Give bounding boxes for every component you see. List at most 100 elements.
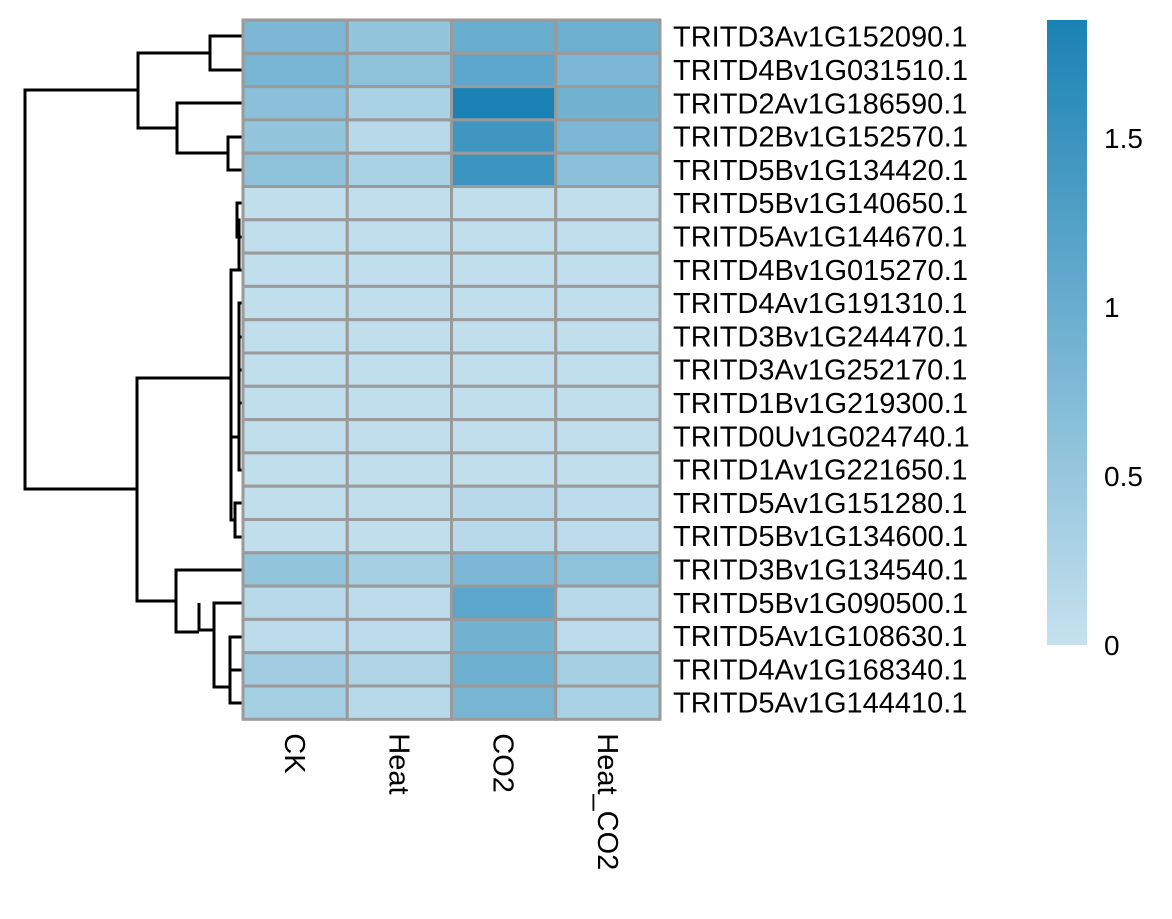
heatmap-cell <box>554 18 662 55</box>
heatmap-cell <box>450 451 558 488</box>
heatmap-cell <box>554 351 662 388</box>
heatmap-cell <box>241 384 349 422</box>
heatmap-cell <box>450 151 558 188</box>
heatmap-cells <box>241 18 662 721</box>
heatmap-cell <box>345 18 453 55</box>
row-label: TRITD3Av1G252170.1 <box>673 355 967 387</box>
row-label: TRITD4Bv1G031510.1 <box>673 55 968 87</box>
heatmap-cell <box>241 218 349 255</box>
row-label: TRITD5Av1G144410.1 <box>673 688 967 720</box>
heatmap-cell <box>241 85 349 122</box>
row-label: TRITD3Av1G152090.1 <box>673 22 967 54</box>
heatmap-cell <box>554 85 662 122</box>
heatmap-cell <box>554 484 662 522</box>
heatmap-cell <box>554 684 662 721</box>
heatmap-cell <box>345 384 453 422</box>
heatmap-cell <box>241 118 349 155</box>
heatmap-cell <box>345 418 453 455</box>
column-label: CK <box>278 733 310 774</box>
heatmap-cell <box>345 451 453 488</box>
heatmap-cell <box>554 651 662 688</box>
heatmap-cell <box>345 484 453 522</box>
heatmap-cell <box>450 251 558 288</box>
row-labels: TRITD3Av1G152090.1TRITD4Bv1G031510.1TRIT… <box>673 22 970 720</box>
dendro-link <box>136 51 210 130</box>
legend-tick-label: 1 <box>1104 292 1120 323</box>
heatmap-cell <box>345 218 453 255</box>
heatmap-cell <box>345 551 453 588</box>
heatmap-cell <box>241 51 349 89</box>
heatmap-cell <box>450 85 558 122</box>
heatmap-cell <box>241 451 349 488</box>
heatmap-cell <box>554 384 662 422</box>
row-label: TRITD4Bv1G015270.1 <box>673 255 968 287</box>
legend-tick-label: 0.5 <box>1104 461 1143 492</box>
heatmap-cell <box>241 551 349 588</box>
heatmap-cell <box>450 584 558 621</box>
legend-tick-label: 1.5 <box>1104 123 1143 154</box>
dendro-link <box>237 218 243 272</box>
heatmap-cell <box>450 384 558 422</box>
heatmap-cell <box>554 617 662 655</box>
dendro-link <box>228 670 243 705</box>
dendro-link <box>229 353 235 522</box>
heatmap-cell <box>345 151 453 188</box>
legend-tick-label: 0 <box>1104 630 1120 661</box>
heatmap-cell <box>554 218 662 255</box>
row-label: TRITD5Bv1G134420.1 <box>673 155 968 187</box>
heatmap-cell <box>554 418 662 455</box>
heatmap-cell <box>554 584 662 621</box>
heatmap-cell <box>241 584 349 621</box>
dendro-link <box>228 635 243 672</box>
row-label: TRITD5Av1G151280.1 <box>673 488 967 520</box>
heatmap-cell <box>450 518 558 555</box>
heatmap-cell <box>345 651 453 688</box>
heatmap-cell <box>450 51 558 89</box>
heatmap-cell <box>241 651 349 688</box>
heatmap-cell <box>345 617 453 655</box>
dendro-link <box>23 88 138 491</box>
heatmap-cell <box>450 318 558 355</box>
column-label: Heat_CO2 <box>591 733 623 870</box>
dendro-link <box>226 135 243 172</box>
heatmap-cell <box>345 118 453 155</box>
heatmap-cell <box>450 18 558 55</box>
row-label: TRITD5Av1G108630.1 <box>673 621 967 653</box>
row-label: TRITD5Bv1G090500.1 <box>673 588 968 620</box>
heatmap-cell <box>345 185 453 222</box>
row-label: TRITD1Bv1G219300.1 <box>673 388 968 420</box>
heatmap-cell <box>241 185 349 222</box>
heatmap-cell <box>450 218 558 255</box>
heatmap-cell <box>241 684 349 721</box>
dendro-link <box>175 101 243 155</box>
row-label: TRITD2Av1G186590.1 <box>673 88 967 120</box>
dendro-link <box>174 568 243 634</box>
row-label: TRITD5Bv1G134600.1 <box>673 521 968 553</box>
row-dendrogram <box>23 34 243 705</box>
heatmap-cell <box>345 284 453 322</box>
dendro-link <box>197 603 214 632</box>
heatmap-cell <box>450 551 558 588</box>
column-label: CO2 <box>487 733 519 793</box>
column-labels: CK Heat CO2 Heat_CO2 <box>278 733 623 870</box>
heatmap-cell <box>554 451 662 488</box>
row-label: TRITD2Bv1G152570.1 <box>673 122 968 154</box>
column-label: Heat <box>382 733 414 794</box>
heatmap-cell <box>241 518 349 555</box>
heatmap-cell <box>554 551 662 588</box>
row-label: TRITD5Bv1G140650.1 <box>673 188 968 220</box>
row-label: TRITD5Av1G144670.1 <box>673 221 967 253</box>
row-label: TRITD4Av1G191310.1 <box>673 288 967 320</box>
heatmap-cell <box>345 51 453 89</box>
heatmap-cell <box>345 85 453 122</box>
heatmap-cell <box>241 617 349 655</box>
row-label: TRITD0Uv1G024740.1 <box>673 421 970 453</box>
heatmap-cell <box>241 351 349 388</box>
row-label: TRITD1Av1G221650.1 <box>673 455 967 487</box>
heatmap-cell <box>554 251 662 288</box>
heatmap-cell <box>450 185 558 222</box>
legend-ticks: 0 0.5 1 1.5 <box>1104 123 1143 661</box>
heatmap-cell <box>241 251 349 288</box>
heatmap-cell <box>450 684 558 721</box>
heatmap-cell <box>450 351 558 388</box>
